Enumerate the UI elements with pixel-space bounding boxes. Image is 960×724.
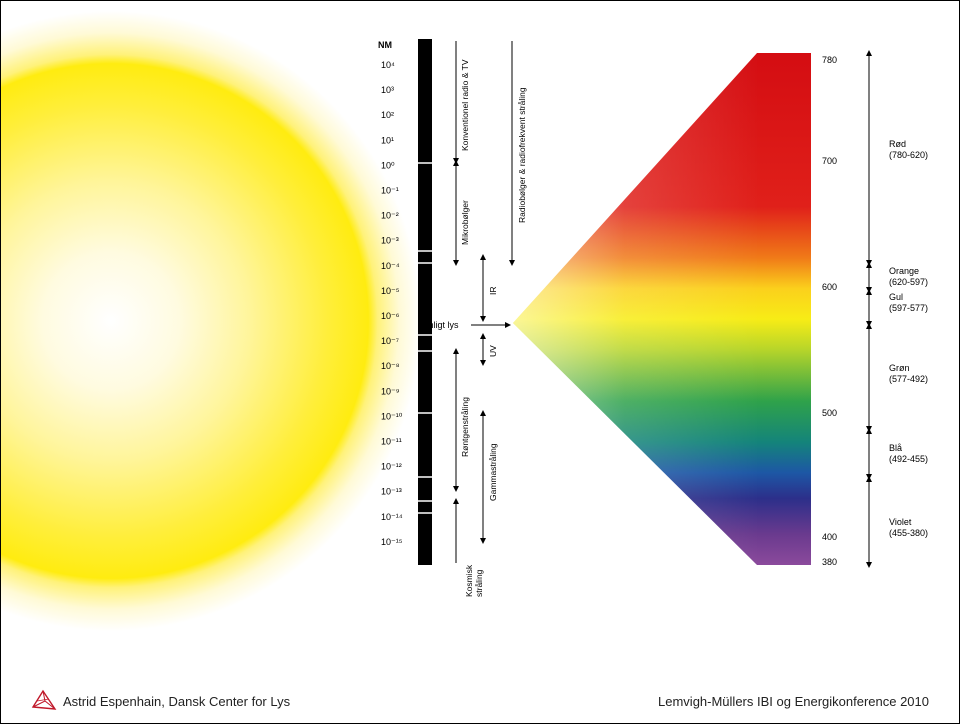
band-label-gamma: Gammastråling [488, 443, 498, 501]
band-label-microwave: Mikrobølger [460, 200, 470, 245]
scale-label: 10⁻¹ [381, 186, 399, 196]
scale-label: 10⁻² [381, 211, 399, 221]
wavelength-tick-600: 600 [822, 282, 837, 292]
scale-label: 10⁻⁷ [381, 336, 399, 346]
scale-label: 10⁻⁹ [381, 386, 400, 396]
color-name-green: Grøn [889, 363, 910, 373]
scale-label: 10¹ [381, 135, 394, 145]
scale-label: 10⁴ [381, 60, 395, 70]
color-name-yellow: Gul [889, 292, 903, 302]
footer-left: Astrid Espenhain, Dansk Center for Lys [31, 689, 290, 713]
band-label-radio-tv: Konventionel radio & TV [460, 59, 470, 151]
wavelength-tick-700: 700 [822, 156, 837, 166]
color-labels: Rød (780-620) Orange (620-597) Gul (597-… [889, 139, 928, 538]
band-arrows [453, 41, 515, 563]
band-label-uv: UV [488, 345, 498, 357]
band-label-radiofrequency: Radiobølger & radiofrekvent stråling [517, 87, 527, 223]
color-range-green: (577-492) [889, 374, 928, 384]
scale-header: NM [378, 40, 392, 50]
sun-graphic [1, 11, 421, 631]
footer-author: Astrid Espenhain, Dansk Center for Lys [63, 693, 291, 709]
scale-label: 10⁻¹⁰ [381, 411, 403, 421]
scale-bar [418, 39, 432, 565]
color-name-violet: Violet [889, 517, 912, 527]
band-label-cosmic-line1: Kosmisk [464, 564, 474, 597]
scale-label: 10⁻³ [381, 236, 399, 246]
footer-conference: Lemvigh-Müllers IBI og Energikonference … [658, 693, 929, 709]
spectrum-fan-highlight [513, 53, 757, 565]
spectrum-bar [757, 53, 811, 565]
band-label-ir: IR [488, 287, 498, 296]
band-label-xray: Røntgenstråling [460, 397, 470, 457]
prism-logo-icon [31, 689, 57, 714]
scale-label: 10⁻⁸ [381, 361, 400, 371]
scale-label: 10³ [381, 85, 394, 95]
band-label-cosmic-line2: stråling [474, 569, 484, 597]
scale-label: 10⁻¹⁴ [381, 512, 403, 522]
color-range-red: (780-620) [889, 150, 928, 160]
scale-label: 10⁻⁵ [381, 286, 400, 296]
spectrum-diagram: NM 10⁴10³10²10¹10⁰10⁻¹10⁻²10⁻³10⁻⁴10⁻⁵10… [1, 11, 928, 631]
scale-label: 10⁻⁶ [381, 311, 400, 321]
scale-label: 10⁻⁴ [381, 261, 400, 271]
footer-right: Lemvigh-Müllers IBI og Energikonference … [658, 689, 929, 713]
wavelength-tick-380: 380 [822, 557, 837, 567]
scale-label: 10⁻¹⁵ [381, 537, 403, 547]
visible-light-label: Synligt lys [418, 320, 459, 330]
color-range-orange: (620-597) [889, 277, 928, 287]
wavelength-tick-780: 780 [822, 55, 837, 65]
scale-label: 10⁻¹² [381, 462, 402, 472]
color-range-blue: (492-455) [889, 454, 928, 464]
scale-labels: 10⁴ 10³ 10² 10¹ 10⁰ 10⁻¹ 10⁻² 10⁻³ 10⁻⁴ 10⁻⁵ 10⁻⁶ 1… [381, 60, 403, 547]
color-range-violet: (455-380) [889, 528, 928, 538]
scale-label: 10⁻¹³ [381, 487, 402, 497]
scale-label: 10⁻¹¹ [381, 437, 402, 447]
color-name-orange: Orange [889, 266, 919, 276]
color-range-yellow: (597-577) [889, 303, 928, 313]
wavelength-tick-500: 500 [822, 408, 837, 418]
wavelength-tick-400: 400 [822, 532, 837, 542]
color-name-red: Rød [889, 139, 906, 149]
scale-label: 10² [381, 110, 394, 120]
scale-bar-dividers [418, 162, 432, 514]
scale-label: 10⁰ [381, 160, 395, 170]
color-name-blue: Blå [889, 443, 902, 453]
